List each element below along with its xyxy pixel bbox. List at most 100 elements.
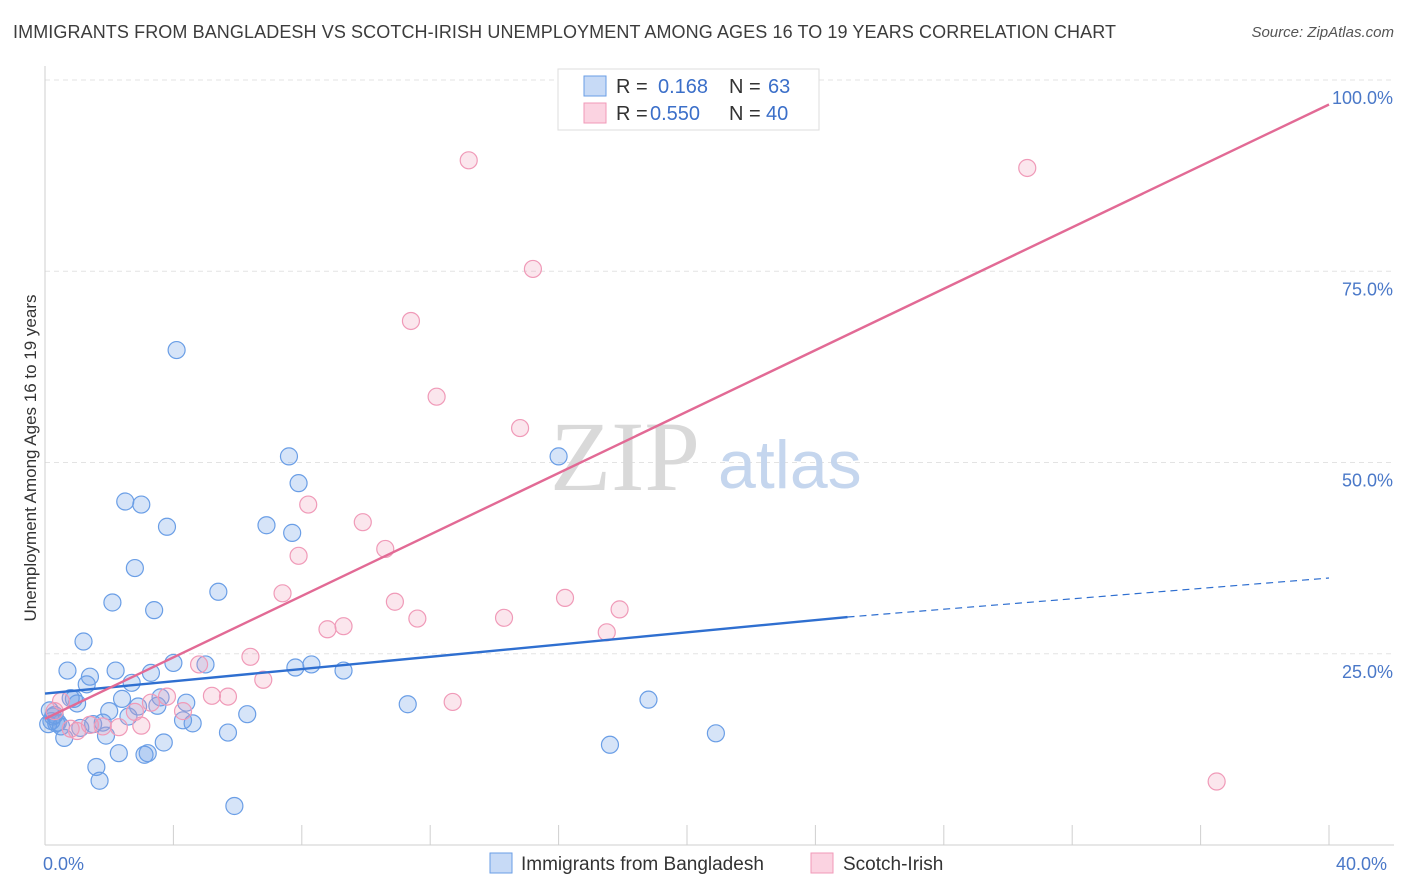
scotch-irish-point	[401, 311, 421, 331]
scotch-irish-point	[218, 687, 238, 706]
scotch-irish-point	[443, 692, 462, 712]
watermark-atlas: atlas	[718, 427, 862, 503]
scotch-irish-point	[1207, 772, 1226, 791]
bangladesh-point	[112, 689, 132, 708]
bangladesh-point	[80, 667, 100, 686]
bangladesh-point	[279, 447, 299, 466]
bangladesh-point	[145, 601, 164, 620]
bottom-legend-label-scotch-irish: Scotch-Irish	[843, 854, 943, 875]
scotch-irish-point	[189, 655, 209, 674]
legend-n-label-2: N =	[729, 103, 761, 125]
scotch-irish-point	[141, 693, 161, 712]
bangladesh-point	[106, 661, 125, 680]
bangladesh-point	[90, 771, 109, 790]
bangladesh-point	[100, 702, 119, 721]
bangladesh-point	[639, 690, 658, 709]
scotch-irish-point	[510, 418, 530, 438]
scotch-irish-point	[254, 670, 273, 689]
scatter-points	[39, 72, 1226, 816]
legend-swatch-scotch-irish	[583, 102, 607, 124]
scotch-irish-point	[494, 608, 514, 627]
bangladesh-point	[286, 658, 305, 677]
bangladesh-point	[58, 661, 77, 680]
scotch-irish-point	[555, 588, 575, 608]
bangladesh-point	[302, 655, 321, 674]
bangladesh-point	[116, 492, 135, 511]
y-tick-label-25: 25.0%	[1342, 662, 1393, 682]
y-tick-label-100: 100.0%	[1332, 88, 1393, 108]
y-tick-label-75: 75.0%	[1342, 279, 1393, 299]
bangladesh-point	[151, 688, 170, 707]
bangladesh-point	[183, 714, 202, 733]
bangladesh-point	[549, 447, 568, 466]
scotch-irish-point	[157, 687, 177, 706]
scotch-irish-point	[610, 600, 629, 619]
chart-title: IMMIGRANTS FROM BANGLADESH VS SCOTCH-IRI…	[13, 22, 1117, 42]
scotch-irish-point	[459, 151, 478, 170]
scotch-irish-point	[273, 584, 292, 603]
watermark: ZIP atlas	[550, 401, 862, 512]
x-ticks	[44, 825, 1330, 845]
bangladesh-point	[157, 517, 177, 536]
watermark-zip: ZIP	[550, 401, 700, 512]
bangladesh-point	[74, 632, 93, 651]
scotch-irish-point	[523, 259, 543, 279]
bottom-legend-label-bangladesh: Immigrants from Bangladesh	[521, 854, 764, 875]
legend-r-value-1: 0.168	[658, 76, 708, 98]
bangladesh-point	[398, 695, 417, 714]
bottom-legend-swatch-scotch-irish	[810, 852, 834, 874]
bangladesh-point	[289, 474, 308, 493]
bangladesh-point	[218, 723, 238, 742]
legend-n-label-1: N =	[729, 76, 761, 98]
bangladesh-trend-extension	[847, 577, 1330, 618]
x-tick-label-max: 40.0%	[1336, 854, 1387, 874]
y-axis-label: Unemployment Among Ages 16 to 19 years	[21, 295, 40, 622]
bangladesh-point	[283, 523, 302, 542]
bangladesh-point	[109, 744, 128, 763]
legend-n-value-2: 40	[766, 103, 788, 125]
bangladesh-point	[87, 757, 106, 777]
scotch-irish-point	[353, 513, 372, 532]
scotch-irish-point	[241, 647, 260, 666]
scotch-irish-point	[318, 620, 337, 639]
bangladesh-point	[238, 705, 257, 724]
scotch-irish-point	[109, 718, 128, 737]
legend-r-value-2: 0.550	[650, 103, 700, 125]
trend-lines	[44, 103, 1330, 720]
bangladesh-point	[154, 733, 173, 752]
scotch-irish-trend-line	[44, 103, 1330, 720]
bangladesh-point	[225, 796, 244, 816]
scotch-irish-point	[93, 717, 112, 736]
scotch-irish-point	[408, 609, 427, 628]
scotch-irish-point	[173, 702, 193, 721]
scotch-irish-point	[385, 592, 404, 611]
legend-r-label-2: R =	[616, 103, 648, 125]
legend-r-label-1: R =	[616, 76, 648, 98]
legend-n-value-1: 63	[768, 76, 790, 98]
bangladesh-point	[125, 558, 144, 578]
legend-swatch-bangladesh	[583, 75, 607, 97]
scotch-irish-point	[289, 546, 308, 565]
y-tick-labels: 25.0% 50.0% 75.0% 100.0%	[1332, 88, 1393, 682]
scotch-irish-point	[334, 617, 353, 636]
bottom-legend-swatch-bangladesh	[489, 852, 513, 874]
bangladesh-point	[600, 735, 620, 754]
scotch-irish-point	[427, 387, 446, 406]
scotch-irish-point	[132, 716, 151, 735]
bangladesh-point	[196, 655, 215, 674]
bangladesh-point	[706, 724, 725, 743]
source-label: Source: ZipAtlas.com	[1251, 24, 1394, 41]
x-tick-label-min: 0.0%	[43, 854, 84, 874]
bangladesh-point	[167, 340, 186, 360]
bangladesh-point	[257, 516, 276, 535]
scotch-irish-point	[1018, 158, 1037, 178]
bangladesh-trend-line	[44, 615, 848, 695]
scotch-irish-point	[202, 686, 222, 705]
bangladesh-point	[138, 744, 157, 763]
bangladesh-point	[132, 495, 151, 514]
legend-top: R = 0.168 N = 63 R = 0.550 N = 40	[557, 68, 820, 131]
bangladesh-point	[209, 582, 228, 601]
y-tick-label-50: 50.0%	[1342, 471, 1393, 491]
gridlines	[45, 79, 1394, 655]
